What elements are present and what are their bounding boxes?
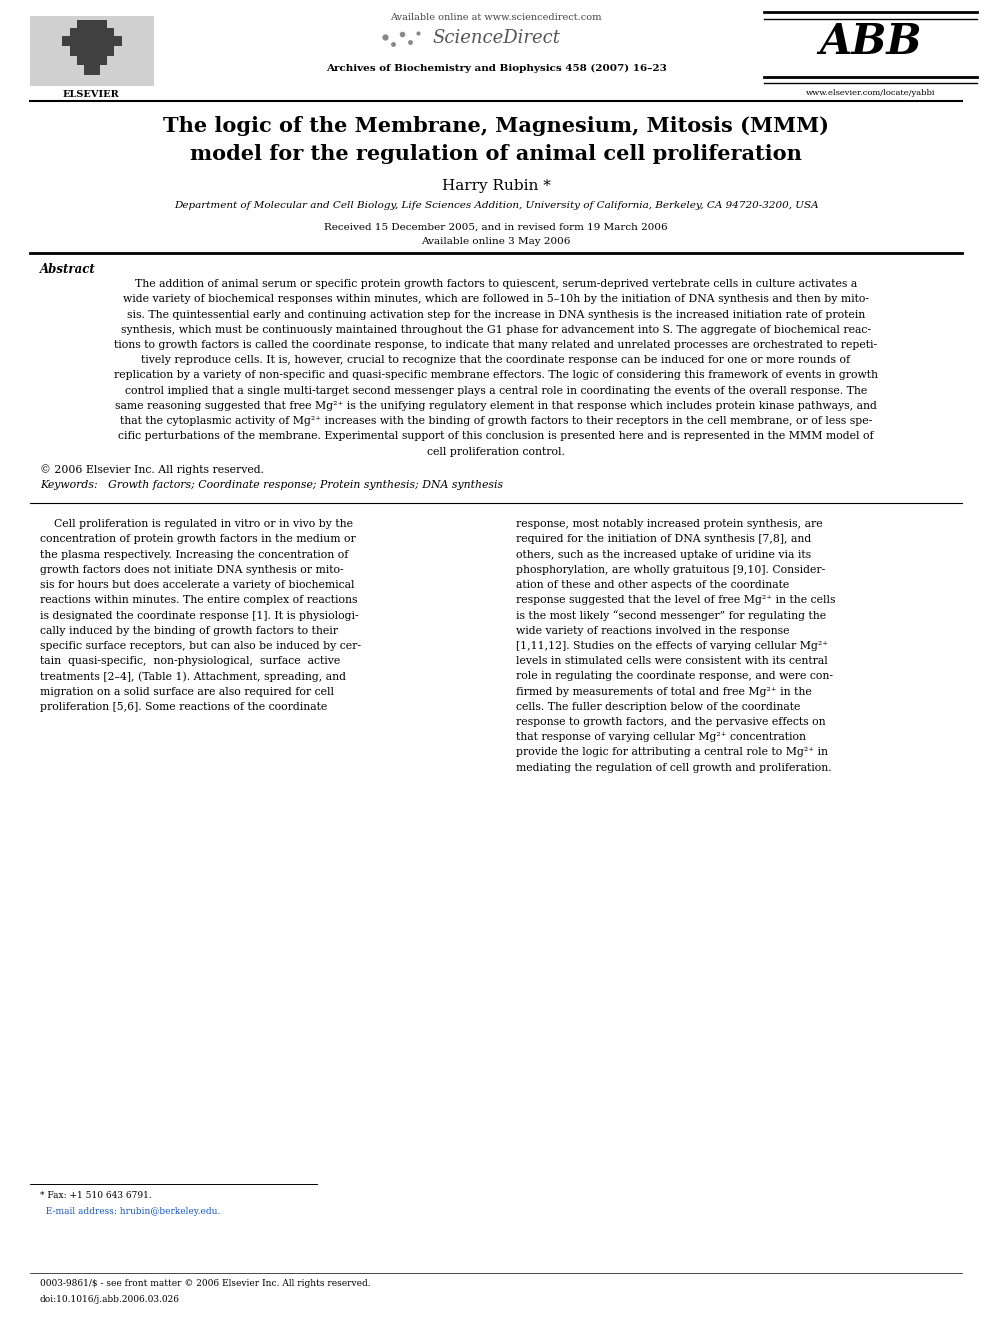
FancyBboxPatch shape: [69, 45, 113, 56]
Text: growth factors does not initiate DNA synthesis or mito-: growth factors does not initiate DNA syn…: [40, 565, 343, 576]
Text: proliferation [5,6]. Some reactions of the coordinate: proliferation [5,6]. Some reactions of t…: [40, 701, 327, 712]
Text: cific perturbations of the membrane. Experimental support of this conclusion is : cific perturbations of the membrane. Exp…: [118, 431, 874, 442]
Text: wide variety of reactions involved in the response: wide variety of reactions involved in th…: [516, 626, 790, 636]
Text: cally induced by the binding of growth factors to their: cally induced by the binding of growth f…: [40, 626, 337, 636]
FancyBboxPatch shape: [69, 28, 113, 37]
Text: E-mail address: hrubin@berkeley.edu.: E-mail address: hrubin@berkeley.edu.: [40, 1207, 220, 1216]
Text: is the most likely “second messenger” for regulating the: is the most likely “second messenger” fo…: [516, 610, 826, 622]
Text: 0003-9861/$ - see front matter © 2006 Elsevier Inc. All rights reserved.: 0003-9861/$ - see front matter © 2006 El…: [40, 1279, 370, 1289]
Text: response to growth factors, and the pervasive effects on: response to growth factors, and the perv…: [516, 717, 825, 728]
Text: that response of varying cellular Mg²⁺ concentration: that response of varying cellular Mg²⁺ c…: [516, 732, 806, 742]
Text: The logic of the Membrane, Magnesium, Mitosis (MMM)
model for the regulation of : The logic of the Membrane, Magnesium, Mi…: [163, 116, 829, 164]
Text: Available online at www.sciencedirect.com: Available online at www.sciencedirect.co…: [390, 13, 602, 22]
Text: ELSEVIER: ELSEVIER: [62, 90, 120, 99]
Text: required for the initiation of DNA synthesis [7,8], and: required for the initiation of DNA synth…: [516, 534, 811, 545]
Text: Received 15 December 2005, and in revised form 19 March 2006: Received 15 December 2005, and in revise…: [324, 222, 668, 232]
Text: same reasoning suggested that free Mg²⁺ is the unifying regulatory element in th: same reasoning suggested that free Mg²⁺ …: [115, 401, 877, 411]
Text: [1,11,12]. Studies on the effects of varying cellular Mg²⁺: [1,11,12]. Studies on the effects of var…: [516, 640, 828, 651]
Text: provide the logic for attributing a central role to Mg²⁺ in: provide the logic for attributing a cent…: [516, 747, 828, 758]
FancyBboxPatch shape: [62, 36, 121, 46]
FancyBboxPatch shape: [77, 20, 107, 29]
Text: that the cytoplasmic activity of Mg²⁺ increases with the binding of growth facto: that the cytoplasmic activity of Mg²⁺ in…: [120, 415, 872, 426]
Text: treatments [2–4], (Table 1). Attachment, spreading, and: treatments [2–4], (Table 1). Attachment,…: [40, 671, 345, 681]
Text: concentration of protein growth factors in the medium or: concentration of protein growth factors …: [40, 534, 355, 545]
Text: Abstract: Abstract: [40, 263, 95, 277]
Text: others, such as the increased uptake of uridine via its: others, such as the increased uptake of …: [516, 549, 811, 560]
FancyBboxPatch shape: [77, 54, 107, 65]
Text: response suggested that the level of free Mg²⁺ in the cells: response suggested that the level of fre…: [516, 595, 835, 606]
Text: is designated the coordinate response [1]. It is physiologi-: is designated the coordinate response [1…: [40, 610, 358, 620]
Text: Keywords:   Growth factors; Coordinate response; Protein synthesis; DNA synthesi: Keywords: Growth factors; Coordinate res…: [40, 479, 503, 490]
Text: response, most notably increased protein synthesis, are: response, most notably increased protein…: [516, 519, 822, 529]
FancyBboxPatch shape: [30, 16, 154, 86]
Text: reactions within minutes. The entire complex of reactions: reactions within minutes. The entire com…: [40, 595, 357, 606]
Text: sis for hours but does accelerate a variety of biochemical: sis for hours but does accelerate a vari…: [40, 579, 354, 590]
Text: sis. The quintessential early and continuing activation step for the increase in: sis. The quintessential early and contin…: [127, 310, 865, 320]
Text: ation of these and other aspects of the coordinate: ation of these and other aspects of the …: [516, 579, 789, 590]
Text: Archives of Biochemistry and Biophysics 458 (2007) 16–23: Archives of Biochemistry and Biophysics …: [325, 64, 667, 73]
Text: migration on a solid surface are also required for cell: migration on a solid surface are also re…: [40, 687, 333, 697]
Text: ScienceDirect: ScienceDirect: [432, 29, 560, 48]
Text: tively reproduce cells. It is, however, crucial to recognize that the coordinate: tively reproduce cells. It is, however, …: [142, 355, 850, 365]
Text: Harry Rubin *: Harry Rubin *: [441, 179, 551, 193]
Text: * Fax: +1 510 643 6791.: * Fax: +1 510 643 6791.: [40, 1191, 152, 1200]
Text: control implied that a single multi-target second messenger plays a central role: control implied that a single multi-targ…: [125, 385, 867, 396]
Text: wide variety of biochemical responses within minutes, which are followed in 5–10: wide variety of biochemical responses wi…: [123, 294, 869, 304]
Text: the plasma respectively. Increasing the concentration of: the plasma respectively. Increasing the …: [40, 549, 348, 560]
Text: tions to growth factors is called the coordinate response, to indicate that many: tions to growth factors is called the co…: [114, 340, 878, 351]
Text: synthesis, which must be continuously maintained throughout the G1 phase for adv: synthesis, which must be continuously ma…: [121, 324, 871, 335]
Text: The addition of animal serum or specific protein growth factors to quiescent, se: The addition of animal serum or specific…: [135, 279, 857, 290]
Text: www.elsevier.com/locate/yabbi: www.elsevier.com/locate/yabbi: [806, 89, 935, 97]
Text: phosphorylation, are wholly gratuitous [9,10]. Consider-: phosphorylation, are wholly gratuitous […: [516, 565, 825, 576]
Text: Available online 3 May 2006: Available online 3 May 2006: [422, 237, 570, 246]
FancyBboxPatch shape: [83, 64, 99, 75]
Text: firmed by measurements of total and free Mg²⁺ in the: firmed by measurements of total and free…: [516, 687, 811, 697]
Text: Cell proliferation is regulated in vitro or in vivo by the: Cell proliferation is regulated in vitro…: [40, 519, 353, 529]
Text: cells. The fuller description below of the coordinate: cells. The fuller description below of t…: [516, 701, 801, 712]
Text: ABB: ABB: [819, 21, 923, 64]
Text: Department of Molecular and Cell Biology, Life Sciences Addition, University of : Department of Molecular and Cell Biology…: [174, 201, 818, 210]
Text: cell proliferation control.: cell proliferation control.: [428, 446, 564, 456]
Text: © 2006 Elsevier Inc. All rights reserved.: © 2006 Elsevier Inc. All rights reserved…: [40, 464, 264, 475]
Text: replication by a variety of non-specific and quasi-specific membrane effectors. : replication by a variety of non-specific…: [114, 370, 878, 381]
Text: role in regulating the coordinate response, and were con-: role in regulating the coordinate respon…: [516, 671, 833, 681]
Text: doi:10.1016/j.abb.2006.03.026: doi:10.1016/j.abb.2006.03.026: [40, 1295, 180, 1304]
Text: specific surface receptors, but can also be induced by cer-: specific surface receptors, but can also…: [40, 640, 361, 651]
Text: tain  quasi-specific,  non-physiological,  surface  active: tain quasi-specific, non-physiological, …: [40, 656, 340, 667]
Text: levels in stimulated cells were consistent with its central: levels in stimulated cells were consiste…: [516, 656, 827, 667]
Text: mediating the regulation of cell growth and proliferation.: mediating the regulation of cell growth …: [516, 762, 831, 773]
